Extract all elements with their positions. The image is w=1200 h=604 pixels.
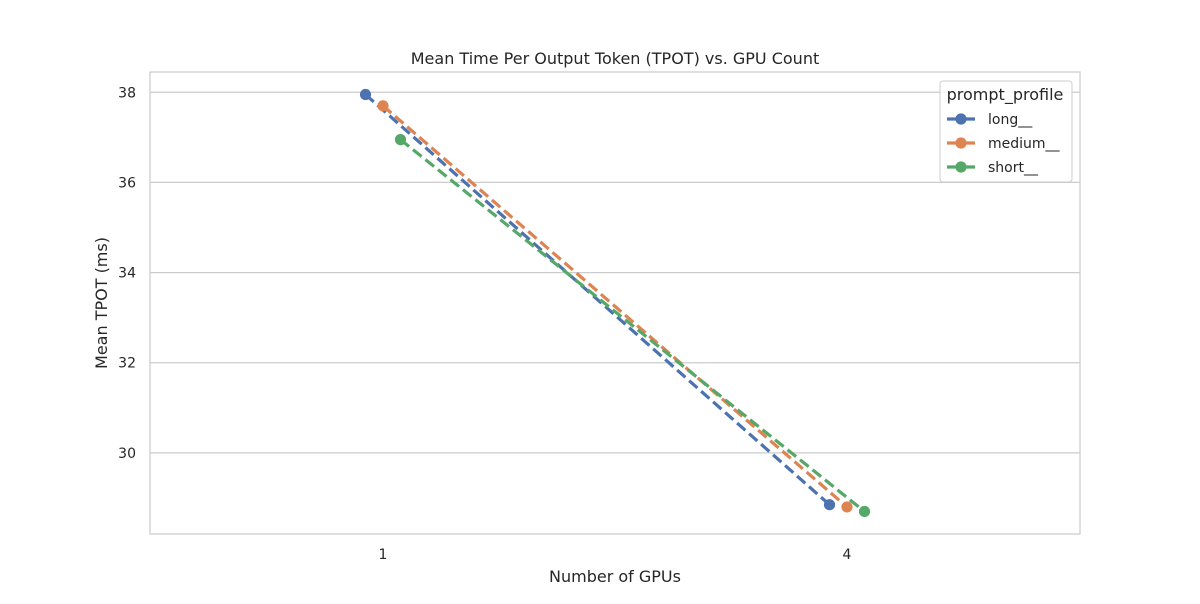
data-point <box>359 88 372 101</box>
data-point <box>394 134 407 146</box>
data-point <box>823 499 836 511</box>
y-tick-label: 36 <box>118 175 136 191</box>
legend-entries: long__ medium__ short__ <box>947 112 1061 176</box>
data-point <box>858 505 871 518</box>
y-axis: 30 32 34 36 38 <box>118 85 136 462</box>
x-axis-label: Number of GPUs <box>549 567 681 586</box>
x-tick-label: 4 <box>843 547 852 563</box>
series-line-medium <box>381 104 849 509</box>
chart-title: Mean Time Per Output Token (TPOT) vs. GP… <box>411 49 819 68</box>
series-line-short <box>399 138 866 513</box>
y-tick-label: 32 <box>118 356 136 372</box>
plot-frame <box>149 71 1081 535</box>
legend-title: prompt_profile <box>947 85 1064 105</box>
data-point <box>841 501 853 513</box>
y-tick-label: 30 <box>118 446 136 462</box>
legend-box <box>939 80 1073 183</box>
legend-label: medium__ <box>988 136 1061 152</box>
legend-label: long__ <box>988 112 1033 128</box>
x-tick-label: 1 <box>379 547 388 563</box>
series-line-long <box>364 93 831 506</box>
legend-swatch-marker <box>955 161 967 173</box>
legend: prompt_profile long__ medium__ short__ <box>939 80 1073 183</box>
data-point <box>377 100 389 112</box>
y-tick-label: 34 <box>118 266 136 282</box>
series-lines <box>359 88 871 518</box>
legend-swatch-marker <box>955 137 967 149</box>
legend-label: short__ <box>988 160 1039 176</box>
legend-swatch-marker <box>955 113 967 125</box>
y-axis-label: Mean TPOT (ms) <box>92 237 111 369</box>
y-tick-label: 38 <box>118 85 136 101</box>
grid <box>150 91 1080 454</box>
